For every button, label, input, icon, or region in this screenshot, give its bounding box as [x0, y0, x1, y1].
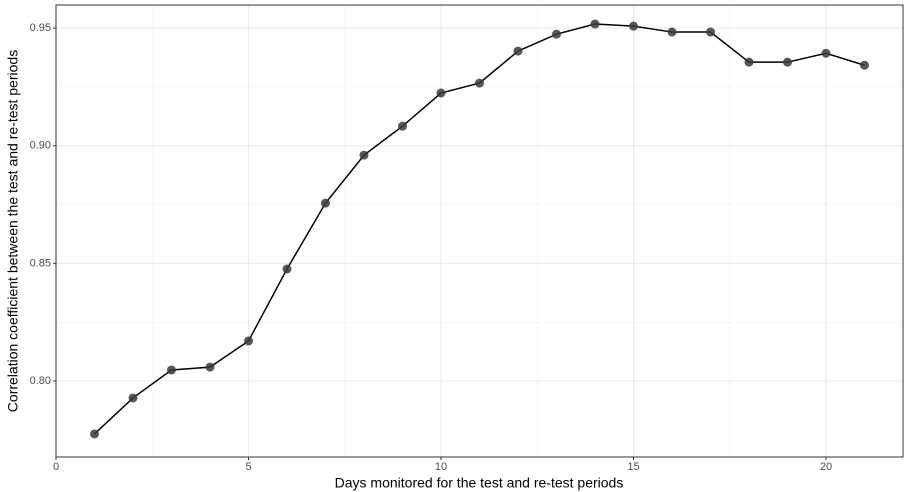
point [359, 150, 369, 160]
point [860, 60, 869, 70]
point [90, 429, 99, 439]
point [590, 19, 600, 29]
point [706, 27, 715, 37]
y-axis-title: Correlation coefficient between the test… [5, 50, 21, 412]
point [667, 27, 677, 37]
x-tick-label: 15 [627, 461, 639, 473]
point [629, 21, 638, 31]
x-axis-title: Days monitored for the test and re-test … [335, 475, 624, 491]
point [282, 264, 292, 274]
y-tick-label: 0.85 [30, 257, 51, 269]
y-tick-label: 0.80 [30, 375, 51, 387]
y-tick-label: 0.95 [30, 22, 51, 34]
point [205, 362, 215, 372]
y-tick-label: 0.90 [30, 140, 51, 152]
point [552, 29, 561, 39]
point [167, 365, 176, 375]
point [475, 78, 484, 88]
point [321, 198, 330, 208]
x-tick-label: 10 [435, 461, 447, 473]
point [244, 336, 253, 346]
point [783, 57, 792, 67]
x-tick-label: 20 [820, 461, 832, 473]
point [128, 393, 138, 403]
panel-border [55, 4, 904, 458]
point [513, 46, 523, 56]
point [744, 57, 754, 67]
point [821, 48, 831, 58]
x-tick-label: 0 [53, 461, 59, 473]
x-tick-label: 5 [245, 461, 251, 473]
point [436, 88, 446, 98]
point [398, 121, 407, 131]
